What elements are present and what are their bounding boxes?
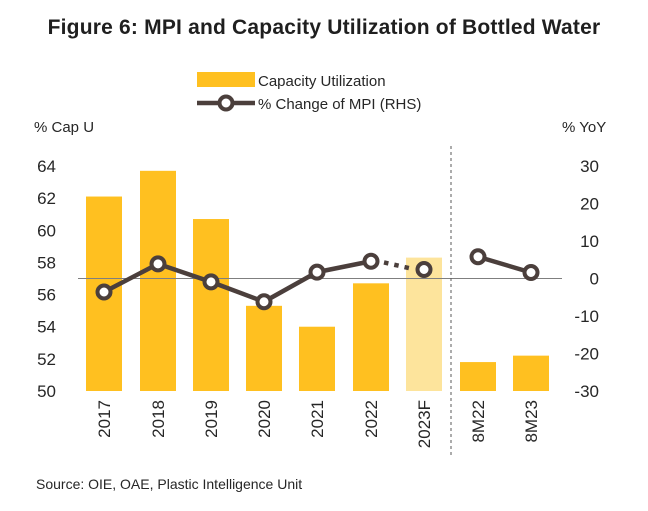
mpi-line-layer (102, 254, 532, 304)
mpi-point-2022 (362, 252, 380, 270)
mpi-markers-layer (95, 248, 540, 311)
source-note: Source: OIE, OAE, Plastic Intelligence U… (36, 476, 303, 492)
category-label-2022: 2022 (362, 400, 381, 438)
category-label-2023f: 2023F (415, 400, 434, 448)
legend-swatch-capacity (197, 72, 255, 87)
mpi-point-2018 (149, 255, 167, 273)
right-axis-title: % YoY (562, 119, 606, 136)
right-tick-label: 10 (580, 232, 599, 251)
category-label-2018: 2018 (149, 400, 168, 438)
category-label-2020: 2020 (255, 400, 274, 438)
left-tick-label: 58 (37, 253, 56, 272)
mpi-line-segment-0 (102, 259, 372, 304)
mpi-point-2019 (202, 273, 220, 291)
right-axis-ticks: -30 -20 -10 0 10 20 30 (574, 157, 599, 401)
bar-8m22 (460, 362, 496, 391)
mpi-point-2021 (308, 263, 326, 281)
mpi-line-segment-1 (477, 254, 532, 275)
legend: Capacity Utilization % Change of MPI (RH… (197, 72, 421, 113)
bar-2019 (193, 219, 229, 391)
category-label-2019: 2019 (202, 400, 221, 438)
legend-swatch-mpi-marker (217, 94, 235, 112)
mpi-point-2017 (95, 283, 113, 301)
chart-title: Figure 6: MPI and Capacity Utilization o… (47, 16, 601, 39)
left-tick-label: 60 (37, 221, 56, 240)
right-tick-label: -30 (574, 382, 599, 401)
mpi-point-2023f (415, 261, 433, 278)
category-label-8m22: 8M22 (469, 400, 488, 443)
left-tick-label: 64 (37, 157, 56, 176)
left-tick-label: 56 (37, 286, 56, 305)
bar-2023f (406, 257, 442, 391)
left-tick-label: 52 (37, 350, 56, 369)
category-labels: 2017 2018 2019 2020 2021 2022 2023F 8M22 8M23 (95, 400, 541, 448)
bar-2021 (299, 326, 335, 391)
right-tick-label: 0 (590, 270, 599, 289)
mpi-point-2020 (255, 293, 273, 311)
bar-2020 (246, 305, 282, 391)
right-tick-label: 30 (580, 157, 599, 176)
bar-2018 (140, 170, 176, 391)
category-label-2017: 2017 (95, 400, 114, 438)
left-tick-label: 54 (37, 318, 56, 337)
category-label-8m23: 8M23 (522, 400, 541, 443)
bars-layer (86, 170, 549, 391)
mpi-point-8m22 (469, 248, 487, 266)
mpi-forecast-dotted-segment (383, 260, 412, 271)
left-tick-label: 50 (37, 382, 56, 401)
left-axis-ticks: 50 52 54 56 58 60 62 64 (37, 157, 56, 401)
bar-2022 (353, 283, 389, 391)
bar-8m23 (513, 355, 549, 391)
legend-label-mpi: % Change of MPI (RHS) (258, 96, 421, 113)
legend-label-capacity: Capacity Utilization (258, 73, 386, 90)
right-tick-label: -10 (574, 307, 599, 326)
category-label-2021: 2021 (308, 400, 327, 438)
right-tick-label: 20 (580, 195, 599, 214)
left-tick-label: 62 (37, 189, 56, 208)
mpi-point-8m23 (522, 264, 540, 281)
left-axis-title: % Cap U (34, 119, 94, 136)
right-tick-label: -20 (574, 345, 599, 364)
